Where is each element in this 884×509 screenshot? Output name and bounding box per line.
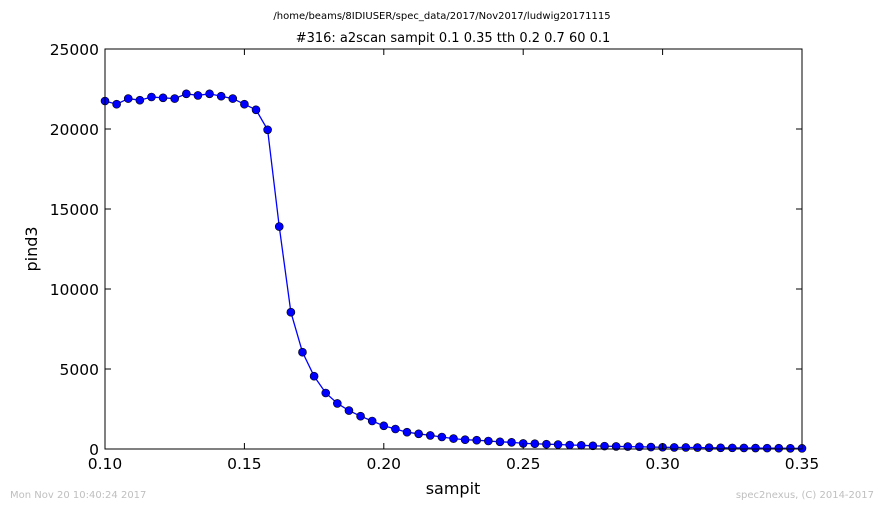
data-point (542, 439, 551, 449)
data-point (391, 424, 400, 434)
data-point (309, 371, 319, 381)
data-point (739, 443, 749, 453)
x-tick-label: 0.25 (506, 455, 541, 473)
y-tick-label: 20000 (50, 121, 99, 139)
x-tick-label: 0.30 (645, 455, 680, 473)
y-tick-label: 5000 (60, 361, 99, 379)
footer-credit: spec2nexus, (C) 2014-2017 (736, 490, 874, 501)
data-point (565, 440, 574, 450)
data-point (449, 434, 458, 443)
x-tick-label: 0.10 (88, 455, 123, 473)
data-point (727, 443, 737, 453)
data-point (669, 443, 679, 452)
plot-area (100, 48, 807, 453)
data-point (193, 91, 203, 100)
data-point (321, 388, 331, 398)
x-axis-ticks: 0.10 0.15 0.20 0.25 0.30 0.35 (88, 49, 820, 473)
data-point (240, 99, 249, 109)
data-point (367, 416, 377, 426)
x-tick-label: 0.20 (367, 455, 402, 473)
chart-title: #316: a2scan sampit 0.1 0.35 tth 0.2 0.7… (296, 31, 611, 46)
data-point (553, 440, 563, 449)
data-point (704, 443, 714, 453)
y-tick-label: 15000 (50, 201, 99, 219)
data-point (530, 439, 540, 449)
data-point (147, 92, 156, 102)
data-point (402, 427, 412, 437)
data-point (112, 99, 121, 109)
data-point (600, 441, 609, 451)
data-point (274, 222, 284, 231)
data-point (635, 442, 644, 452)
data-point (693, 443, 702, 452)
data-point (123, 94, 133, 103)
y-axis-label: pind3 (22, 226, 41, 271)
data-point (472, 435, 482, 445)
data-point (646, 442, 656, 452)
data-point (135, 95, 145, 105)
x-tick-label: 0.15 (227, 455, 262, 473)
data-point (762, 443, 772, 453)
footer-timestamp: Mon Nov 20 10:40:24 2017 (10, 490, 146, 501)
chart-supertitle: /home/beams/8IDIUSER/spec_data/2017/Nov2… (273, 11, 610, 22)
x-axis-label: sampit (426, 479, 481, 498)
y-tick-label: 10000 (50, 281, 99, 299)
data-point (356, 411, 365, 421)
series-line (104, 93, 803, 450)
data-point (611, 442, 621, 451)
plot-frame (104, 48, 803, 450)
data-point (751, 443, 760, 453)
data-point (251, 105, 261, 115)
data-point (576, 441, 586, 450)
data-point (344, 406, 354, 415)
data-point (425, 431, 435, 440)
data-point (774, 443, 784, 453)
data-point (414, 429, 423, 439)
data-point (333, 399, 342, 408)
data-point (158, 93, 168, 103)
data-point (228, 94, 238, 103)
data-point (437, 432, 447, 442)
data-point (460, 435, 470, 445)
data-point (716, 443, 725, 453)
data-point (507, 437, 516, 447)
data-point (205, 89, 214, 99)
data-point (588, 441, 598, 451)
y-axis-ticks: 0 5000 10000 15000 20000 25000 (50, 41, 802, 459)
x-tick-label: 0.35 (785, 455, 820, 473)
data-point (495, 437, 505, 447)
y-tick-label: 0 (89, 441, 99, 459)
data-point (170, 94, 179, 103)
data-point (216, 91, 226, 101)
data-point (286, 307, 296, 317)
data-point (681, 443, 691, 452)
data-point (182, 89, 191, 99)
data-point (484, 436, 493, 446)
y-tick-label: 25000 (50, 41, 99, 59)
data-point (298, 347, 307, 357)
data-point (379, 421, 389, 431)
data-point (263, 125, 272, 135)
data-point (786, 443, 795, 453)
